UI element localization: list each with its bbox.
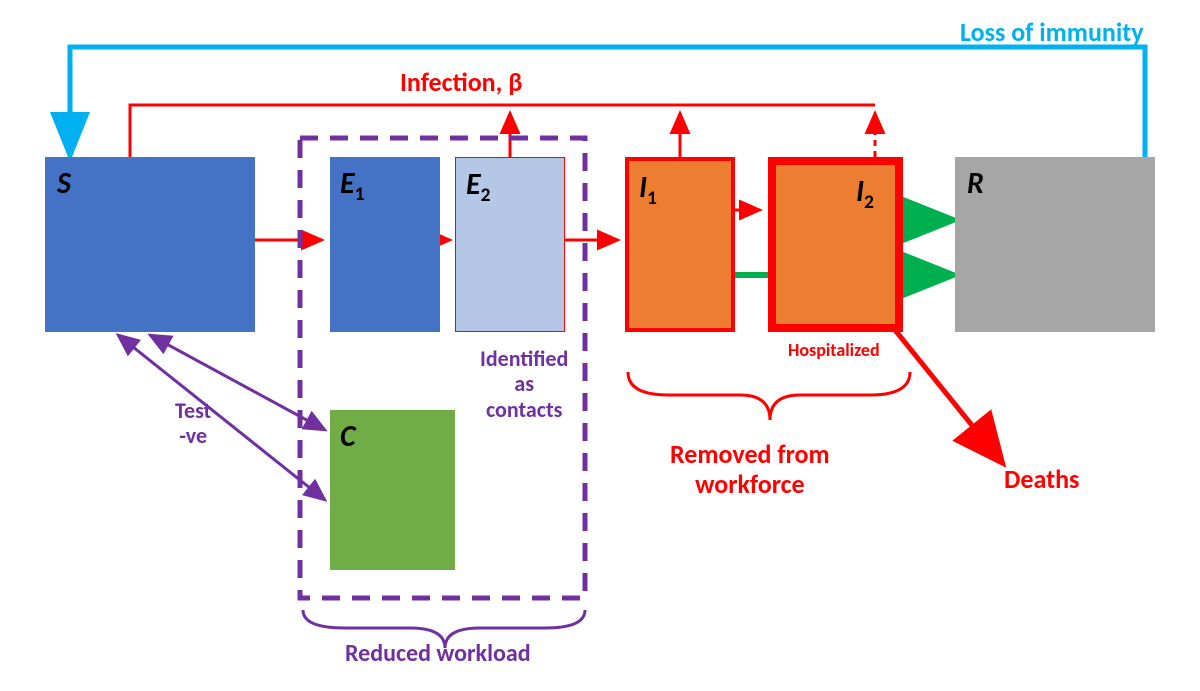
node-r: R xyxy=(955,157,1155,332)
edge-deaths xyxy=(895,330,1000,460)
node-i2: I2 xyxy=(768,157,903,332)
label-reduced: Reduced workload xyxy=(345,640,531,668)
label-test-neg: Test -ve xyxy=(175,398,211,449)
node-e2-sub: 2 xyxy=(481,183,491,207)
node-e2-label: E xyxy=(466,166,481,203)
edge-s-c-lower xyxy=(118,335,325,500)
label-hospitalized: Hospitalized xyxy=(788,340,880,361)
node-i1-label: I xyxy=(639,169,647,206)
node-i1: I1 xyxy=(625,157,735,332)
node-e1-label: E xyxy=(340,165,355,202)
label-identified: Identified as contacts xyxy=(480,346,568,422)
node-i2-label: I xyxy=(856,173,864,210)
brace-removed xyxy=(628,372,910,420)
node-c-label: C xyxy=(340,418,356,455)
node-s-label: S xyxy=(57,165,71,202)
connectors-layer xyxy=(0,0,1200,691)
node-i2-sub: 2 xyxy=(864,190,874,214)
node-e2: E2 xyxy=(455,157,565,332)
label-deaths: Deaths xyxy=(1004,465,1079,495)
node-i1-sub: 1 xyxy=(647,186,657,210)
node-e1-sub: 1 xyxy=(355,182,365,206)
node-r-label: R xyxy=(967,165,984,202)
label-infection: Infection, β xyxy=(400,68,522,98)
node-s: S xyxy=(45,157,255,332)
edge-loss-of-immunity xyxy=(70,47,1145,157)
label-removed: Removed from workforce xyxy=(670,440,830,500)
diagram-stage: S E1 E2 I1 I2 R C Loss of immunity Infec… xyxy=(0,0,1200,691)
node-e1: E1 xyxy=(330,157,440,332)
node-c: C xyxy=(330,410,455,570)
label-loss-of-immunity: Loss of immunity xyxy=(960,18,1144,48)
